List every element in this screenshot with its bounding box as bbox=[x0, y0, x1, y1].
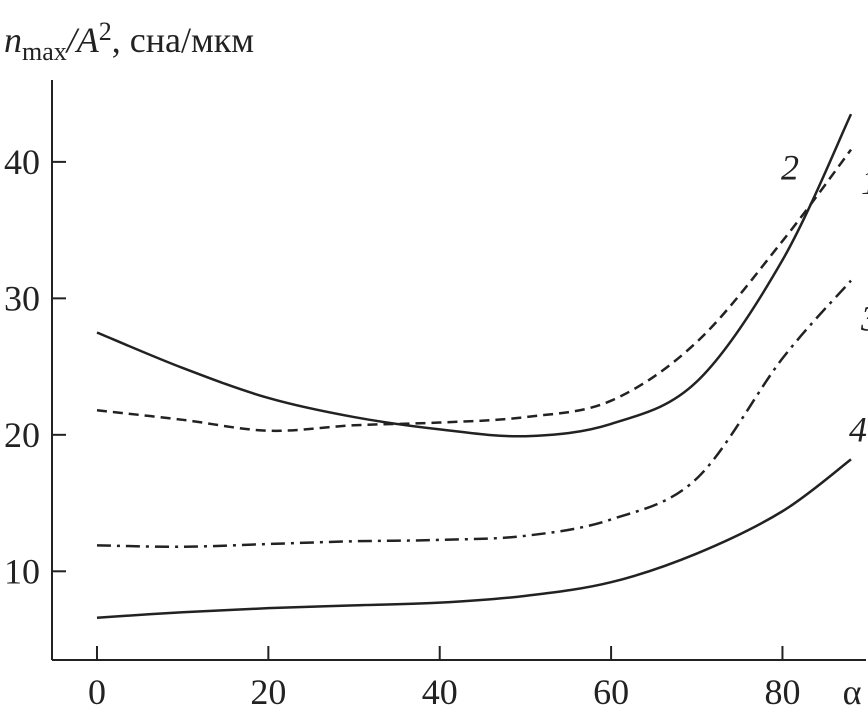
series-label: 1 bbox=[861, 162, 868, 202]
x-axis-label: α bbox=[843, 672, 862, 712]
y-label-part: , сна/мкм bbox=[112, 20, 254, 60]
x-tick-label: 60 bbox=[593, 672, 629, 712]
x-tick-label: 20 bbox=[250, 672, 286, 712]
y-axis-label: nmax/A2, сна/мкм bbox=[4, 17, 254, 66]
series-label: 4 bbox=[849, 409, 867, 449]
y-label-part: max bbox=[22, 37, 67, 66]
x-tick-label: 0 bbox=[88, 672, 106, 712]
line-series bbox=[96, 113, 853, 438]
y-tick-label: 40 bbox=[4, 142, 40, 182]
y-tick-label: 10 bbox=[4, 551, 40, 591]
y-label-part: n bbox=[4, 20, 22, 60]
line-series bbox=[96, 148, 853, 433]
y-label-part: /A bbox=[65, 20, 100, 60]
line-series bbox=[96, 458, 852, 619]
x-tick-label: 80 bbox=[764, 672, 800, 712]
y-tick-label: 20 bbox=[4, 415, 40, 455]
y-label-part: 2 bbox=[99, 17, 112, 46]
series-label: 3 bbox=[860, 299, 868, 339]
line-series bbox=[96, 279, 852, 549]
series-label: 2 bbox=[781, 148, 799, 188]
y-tick-label: 30 bbox=[4, 278, 40, 318]
x-tick-label: 40 bbox=[422, 672, 458, 712]
